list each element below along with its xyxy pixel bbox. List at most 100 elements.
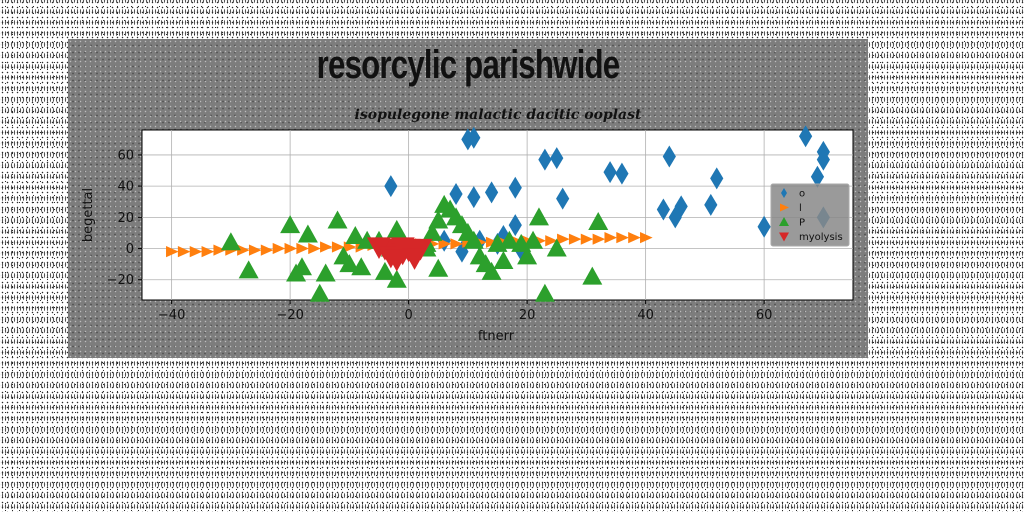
data-point [166,246,179,258]
data-point [428,258,449,277]
data-point [550,147,564,170]
legend-marker [779,217,789,226]
data-point [534,283,555,302]
data-point [291,257,312,276]
data-point [384,249,409,272]
chart-title: isopulegone malactic dacitic ooplast [355,107,642,123]
data-point [386,269,407,288]
legend-label: P [799,218,805,229]
y-tick-label: 40 [117,180,134,195]
data-point [428,210,449,229]
data-point [327,210,348,229]
data-marks [166,125,830,302]
data-point [538,148,552,171]
data-point [508,214,522,237]
legend-marker [781,188,787,198]
figure-title: resorcylic parishwide [316,43,620,87]
data-point [280,215,301,234]
data-point [582,266,603,285]
data-point [757,215,771,238]
data-point [528,207,549,226]
data-point [237,244,250,256]
data-point [604,232,618,244]
data-point [493,251,514,270]
data-point [816,148,830,171]
data-point [523,230,544,249]
data-point [201,246,215,258]
legend-label: o [799,189,805,200]
data-point [603,161,617,184]
data-point [390,237,415,259]
series-o [384,125,830,263]
data-point [568,233,582,245]
plot-area [141,129,854,301]
data-point [662,145,676,168]
data-point [517,246,538,265]
data-point [272,242,286,255]
data-point [481,261,502,280]
legend-label: l [799,203,802,214]
data-point [284,242,298,255]
data-point [248,244,262,256]
legend-marker [780,203,789,212]
data-point [557,233,570,245]
y-tick-label: 20 [117,211,134,226]
data-point [351,257,372,276]
data-point [238,260,259,279]
scatter-chart: isopulegone malactic dacitic ooplast −40… [81,107,854,344]
series-p [220,194,609,302]
data-point [463,230,484,249]
data-point [580,233,594,245]
data-point [189,246,203,258]
data-point [177,246,191,258]
data-point [556,187,570,210]
data-point [367,237,391,259]
data-point [384,175,398,198]
data-point [615,162,629,185]
data-point [674,195,688,218]
data-point [309,283,330,302]
data-point [588,212,609,231]
x-tick-label: −20 [276,308,303,323]
data-point [710,167,724,190]
data-point [450,238,464,250]
y-tick-label: 0 [126,242,134,257]
data-point [296,242,309,255]
x-axis-ticks: −40 −20 0 20 40 60 [158,300,772,323]
data-point [499,230,520,249]
x-tick-label: 20 [519,308,536,323]
y-tick-label: 60 [117,148,134,163]
data-point [402,248,427,270]
y-tick-label: −20 [107,273,134,288]
data-point [467,186,481,209]
figure-panel: resorcylic parishwide isopulegone malact… [68,39,868,358]
data-point [220,232,241,251]
data-point [422,222,443,241]
data-point [704,193,718,216]
data-point [260,244,274,256]
data-point [315,263,336,282]
data-point [213,244,227,256]
series-myolysis [367,237,433,272]
x-tick-label: −40 [158,308,185,323]
data-point [592,233,606,245]
x-tick-label: 0 [404,308,412,323]
x-axis-label: ftnerr [478,329,515,344]
data-point [331,241,345,253]
legend-marker [779,232,789,242]
legend-box [770,183,850,247]
data-point [297,224,318,243]
data-point [374,261,395,280]
data-point [386,219,407,238]
data-point [449,182,463,205]
data-point [616,232,629,244]
data-point [628,232,641,244]
legend-label: myolysis [799,232,843,243]
data-point [545,235,558,247]
data-point [308,242,321,255]
x-tick-label: 60 [756,308,773,323]
data-point [339,254,360,273]
data-point [640,232,653,244]
data-point [484,181,499,204]
